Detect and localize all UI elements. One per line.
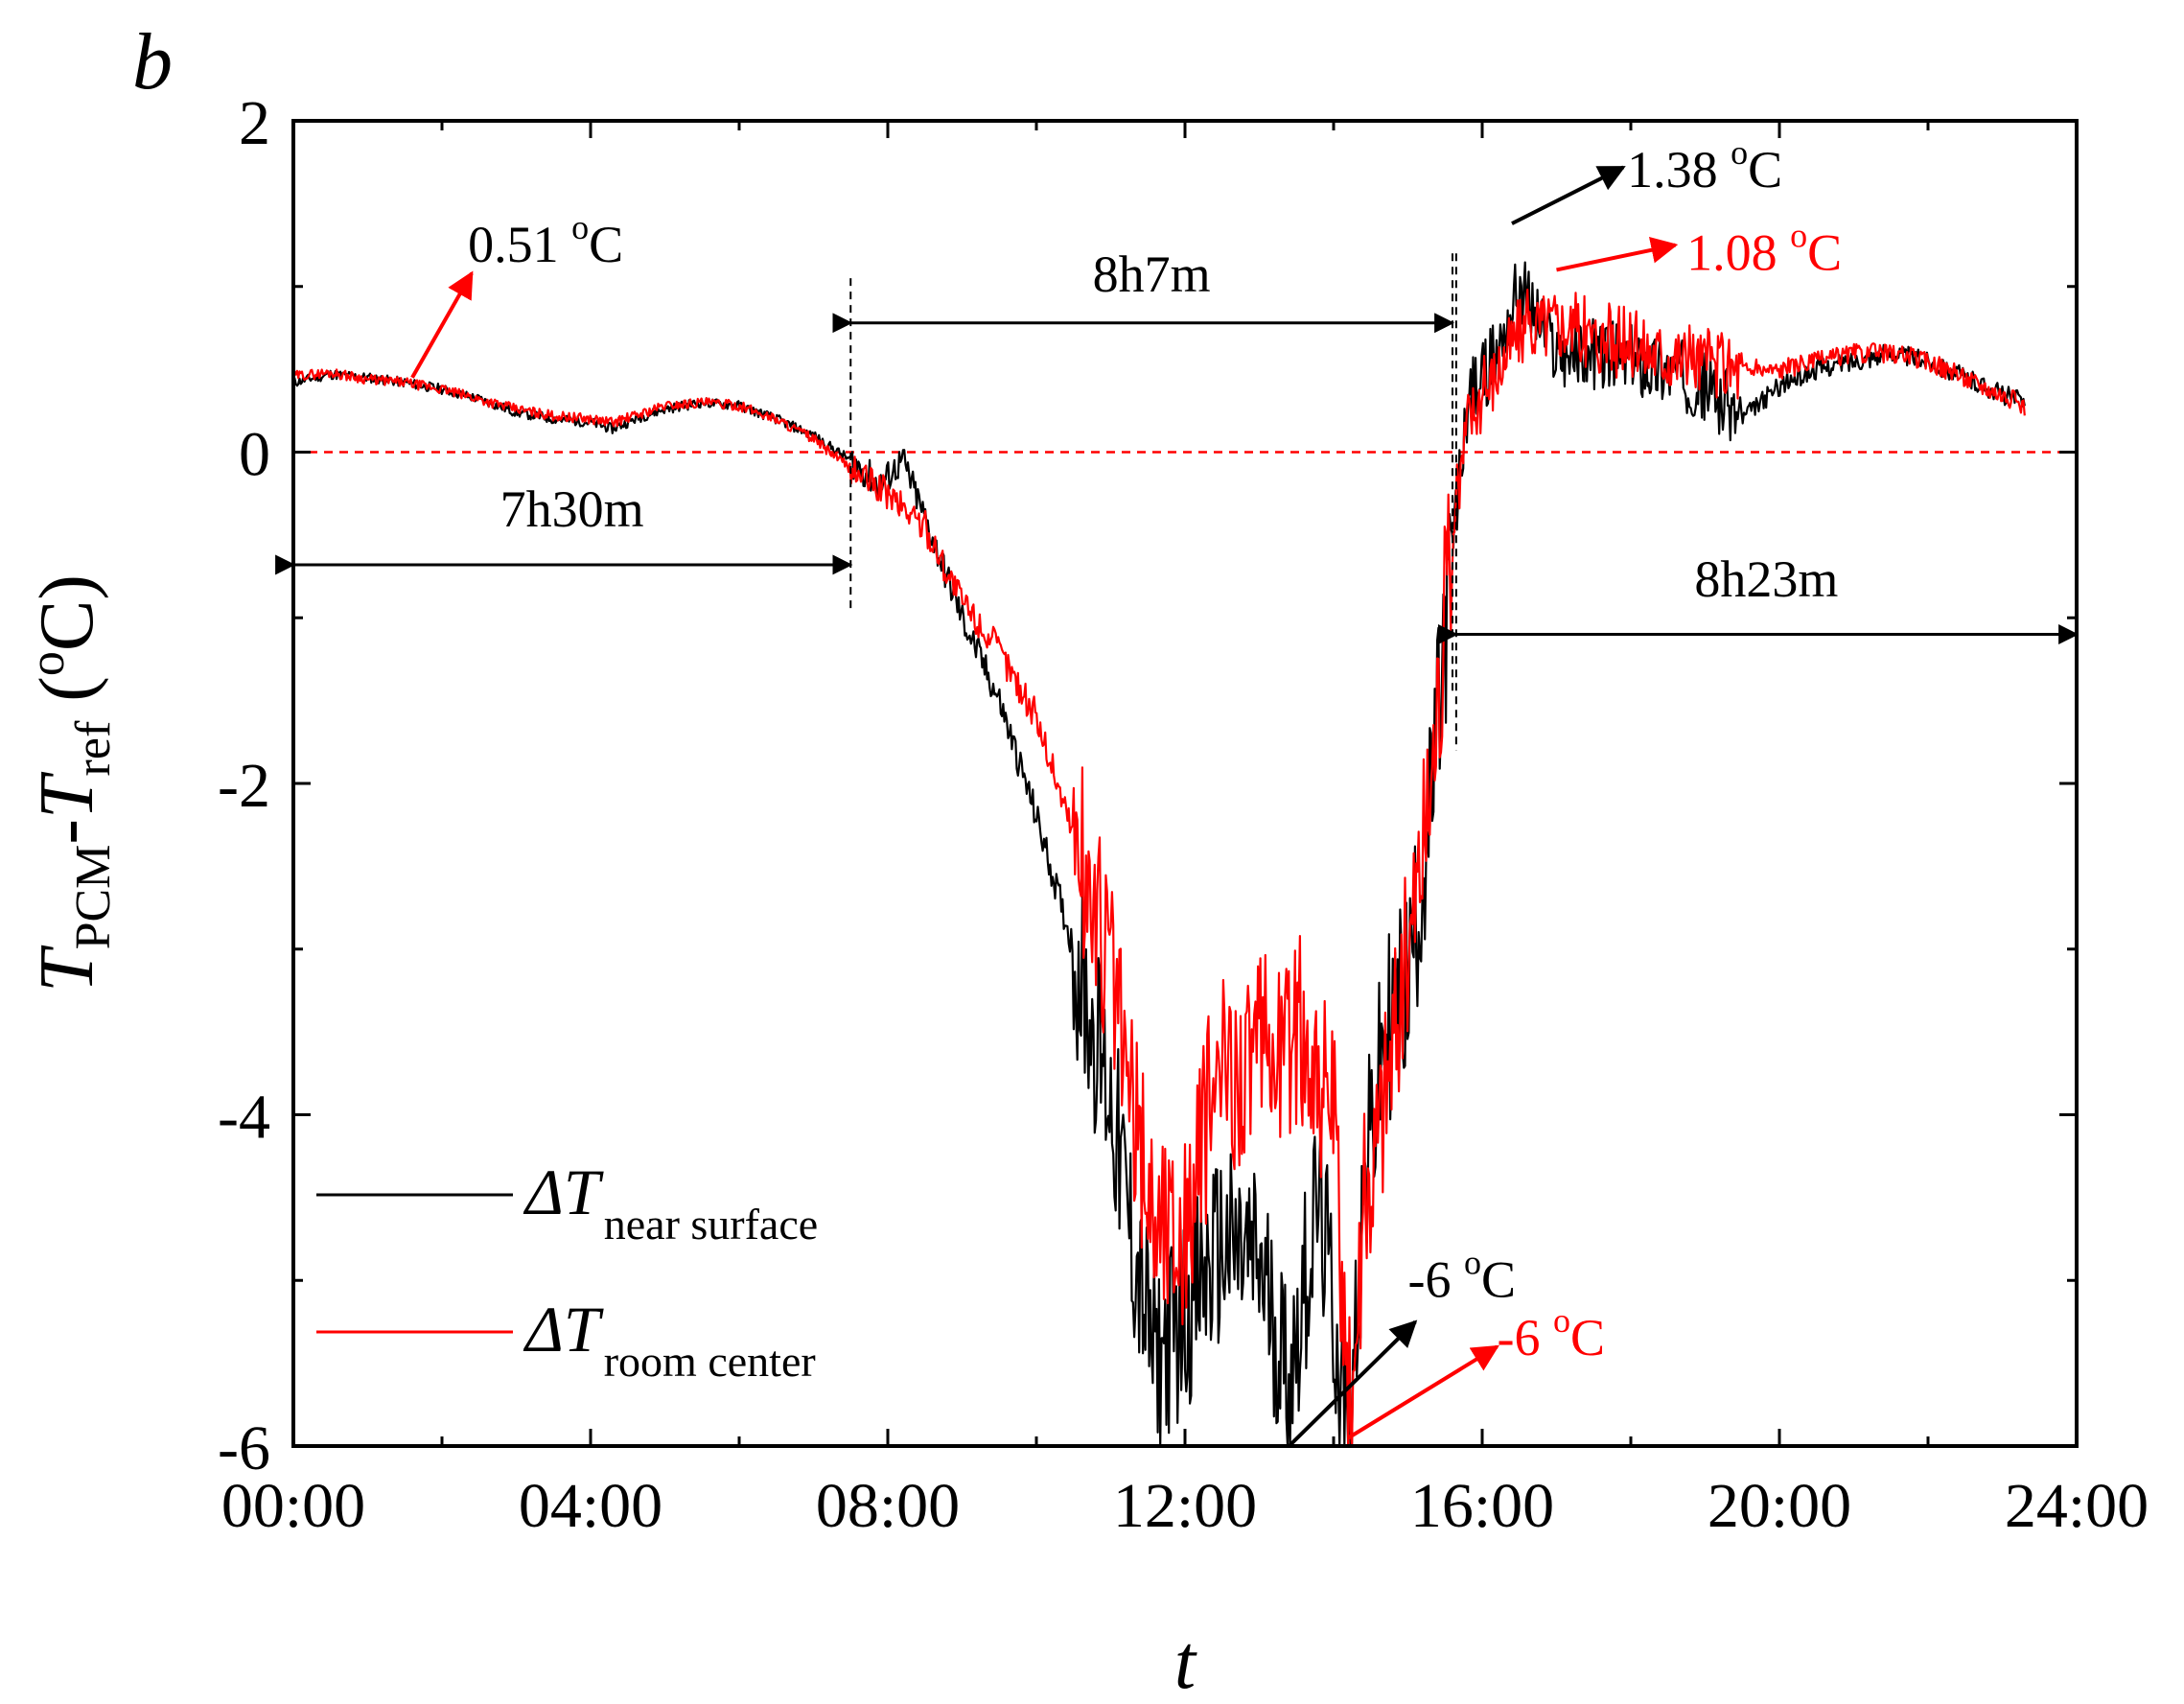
annotation-degree: o — [1464, 1244, 1481, 1282]
y-label-main-2: T — [25, 771, 109, 819]
y-tick-label: 2 — [239, 88, 270, 158]
y-label-sub-1: PCM — [66, 845, 121, 950]
y-tick-label: -2 — [218, 751, 270, 821]
legend-label-near-surface: ΔTnear surface — [523, 1155, 818, 1249]
annotation-unit: C — [589, 216, 623, 273]
annotation-value: 1.38 — [1627, 141, 1731, 198]
tick-layer: 00:00 04:00 08:00 12:00 16:00 20:00 24:00 2 0 -2 -… — [218, 88, 2149, 1541]
annotation-degree: o — [1790, 216, 1807, 254]
y-label-main-1: T — [25, 945, 109, 992]
marker-layer: 7h30m 8h7m 8h23m — [275, 245, 2079, 751]
annotation-value: 1.08 — [1686, 223, 1790, 281]
annotation-unit: C — [1748, 141, 1782, 198]
annotation-unit: C — [1570, 1309, 1605, 1366]
x-tick-label: 00:00 — [221, 1471, 365, 1541]
annotation-layer: 0.51 oC1.38 oC1.08 oC-6 oC-6 oC — [410, 133, 1842, 1448]
y-tick-label: -4 — [218, 1083, 270, 1153]
annotation-degree: o — [1553, 1301, 1570, 1340]
annotation-label: -6 oC — [1408, 1244, 1517, 1309]
annotation-degree: o — [571, 208, 589, 246]
annotation-value: 0.51 — [468, 216, 571, 273]
x-tick-label: 08:00 — [816, 1471, 960, 1541]
annotation-arrow — [410, 270, 474, 379]
y-tick-label: -6 — [218, 1413, 270, 1483]
y-tick-label: 0 — [239, 420, 270, 490]
annotation-label: 0.51 oC — [468, 208, 623, 273]
x-axis-label: t — [1174, 1621, 1197, 1704]
series-line-near-surface — [293, 261, 2026, 1446]
x-tick-label: 12:00 — [1113, 1471, 1257, 1541]
x-tick-label: 20:00 — [1708, 1471, 1851, 1541]
annotation-arrow — [1511, 165, 1626, 225]
annotation-unit: C — [1807, 223, 1842, 281]
annotation-value: -6 — [1408, 1251, 1464, 1309]
x-tick-label: 24:00 — [2005, 1471, 2149, 1541]
annotation-arrow — [1347, 1344, 1499, 1440]
x-tick-label: 16:00 — [1410, 1471, 1554, 1541]
panel-label: b — [132, 17, 173, 106]
y-label-dash: - — [25, 819, 109, 845]
legend-label-room-center: ΔTroom center — [523, 1293, 816, 1386]
legend: ΔTnear surface ΔTroom center — [316, 1155, 818, 1386]
annotation-arrow — [1556, 237, 1679, 272]
span-label: 8h23m — [1694, 550, 1838, 608]
y-label-unit-open: ( — [25, 676, 109, 721]
y-axis-label: TPCM-Tref (oC) — [20, 574, 121, 992]
annotation-label: 1.08 oC — [1686, 216, 1842, 281]
annotation-value: -6 — [1498, 1309, 1553, 1366]
y-label-unit-close: C) — [25, 574, 109, 651]
x-tick-label: 04:00 — [519, 1471, 662, 1541]
annotation-label: 1.38 oC — [1627, 133, 1782, 198]
span-label: 8h7m — [1093, 245, 1211, 303]
y-label-sub-2: ref — [66, 720, 121, 776]
legend-label-near-surface-sub: near surface — [604, 1200, 818, 1249]
annotation-degree: o — [1731, 133, 1748, 172]
series-layer — [293, 261, 2026, 1446]
legend-label-near-surface-main: ΔT — [523, 1155, 604, 1228]
series-line-room-center — [293, 289, 2026, 1446]
annotation-label: -6 oC — [1498, 1301, 1606, 1366]
y-label-unit-sup: o — [20, 651, 75, 676]
annotation-arrow — [1288, 1319, 1418, 1448]
legend-label-room-center-main: ΔT — [523, 1293, 604, 1366]
annotation-unit: C — [1481, 1251, 1516, 1309]
span-label: 7h30m — [500, 480, 644, 538]
legend-label-room-center-sub: room center — [604, 1337, 816, 1386]
y-axis-label-group: TPCM-Tref (oC) — [20, 574, 121, 992]
